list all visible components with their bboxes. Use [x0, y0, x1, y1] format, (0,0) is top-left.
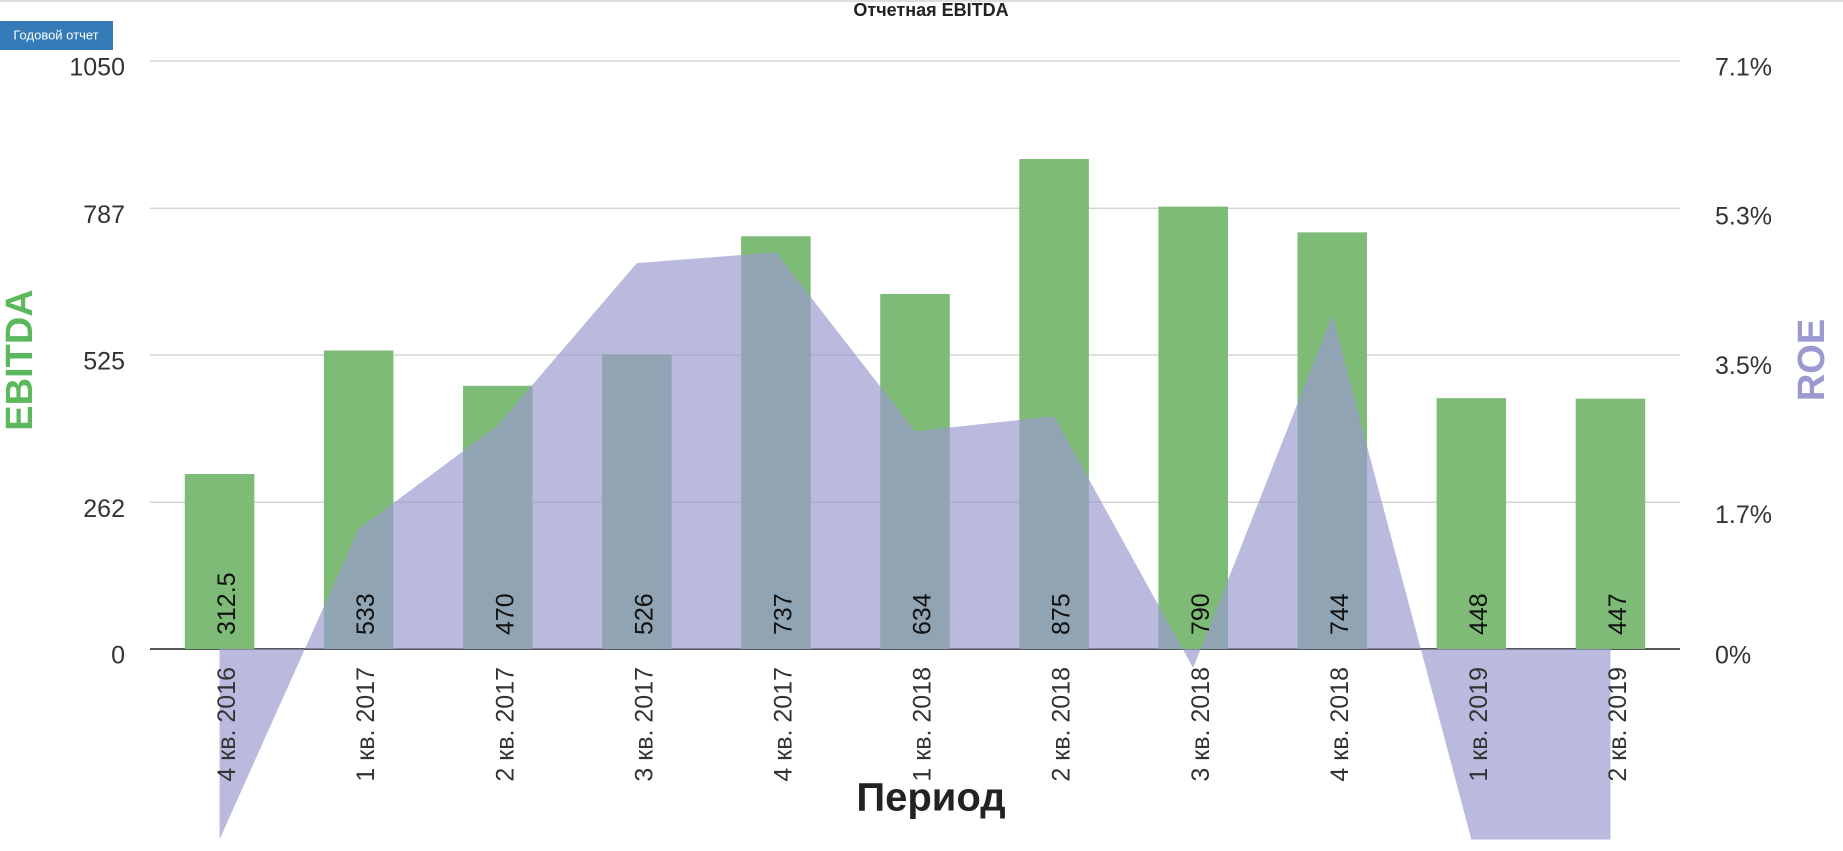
- bar-value-label: 744: [1326, 593, 1354, 635]
- report-button[interactable]: [0, 21, 113, 50]
- bar: [1575, 398, 1646, 649]
- x-tick-label: 2 кв. 2019: [1604, 667, 1632, 782]
- bar-value-label: 447: [1604, 593, 1632, 635]
- bar-value-label: 634: [909, 593, 937, 635]
- bar-value-label: 875: [1048, 593, 1076, 635]
- bar-value-label: 737: [770, 593, 798, 635]
- y2-tick-label: 7.1%: [1715, 54, 1772, 82]
- y-tick-label: 787: [83, 201, 125, 229]
- y2-tick-label: 0%: [1715, 642, 1751, 670]
- y2-tick-label: 3.5%: [1715, 352, 1772, 380]
- bar: [1158, 206, 1228, 649]
- chart-title: Отчетная EBITDA: [853, 0, 1008, 20]
- x-tick-label: 4 кв. 2018: [1326, 667, 1354, 782]
- bar-value-label: 470: [491, 593, 519, 635]
- x-tick-label: 4 кв. 2017: [770, 667, 798, 782]
- button-label[interactable]: Годовой отчет: [13, 27, 98, 42]
- x-tick-label: 3 кв. 2018: [1187, 667, 1215, 782]
- y2-axis-title: ROE: [1791, 319, 1833, 401]
- y-tick-label: 1050: [69, 54, 125, 82]
- bar-value-label: 312.5: [213, 572, 241, 635]
- bar-value-label: 526: [630, 593, 658, 635]
- y-tick-label: 262: [83, 495, 125, 523]
- x-tick-label: 1 кв. 2019: [1465, 667, 1493, 782]
- y-tick-label: 0: [111, 642, 125, 670]
- bar-value-label: 448: [1465, 593, 1493, 635]
- bar-value-label: 790: [1187, 593, 1215, 635]
- y2-tick-label: 5.3%: [1715, 203, 1772, 231]
- y-tick-label: 525: [83, 348, 125, 376]
- x-tick-label: 2 кв. 2018: [1048, 667, 1076, 782]
- bar: [184, 474, 255, 649]
- x-tick-label: 2 кв. 2017: [491, 667, 519, 782]
- bar-value-label: 533: [352, 593, 380, 635]
- y2-tick-label: 1.7%: [1715, 501, 1772, 529]
- y-axis-title: EBITDA: [0, 289, 41, 430]
- x-axis-title: Период: [856, 776, 1005, 820]
- x-tick-label: 1 кв. 2017: [352, 667, 380, 782]
- x-tick-label: 4 кв. 2016: [213, 667, 241, 782]
- x-tick-label: 3 кв. 2017: [630, 667, 658, 782]
- bar: [1436, 398, 1507, 649]
- roe-area: [219, 252, 1611, 840]
- x-tick-label: 1 кв. 2018: [909, 667, 937, 782]
